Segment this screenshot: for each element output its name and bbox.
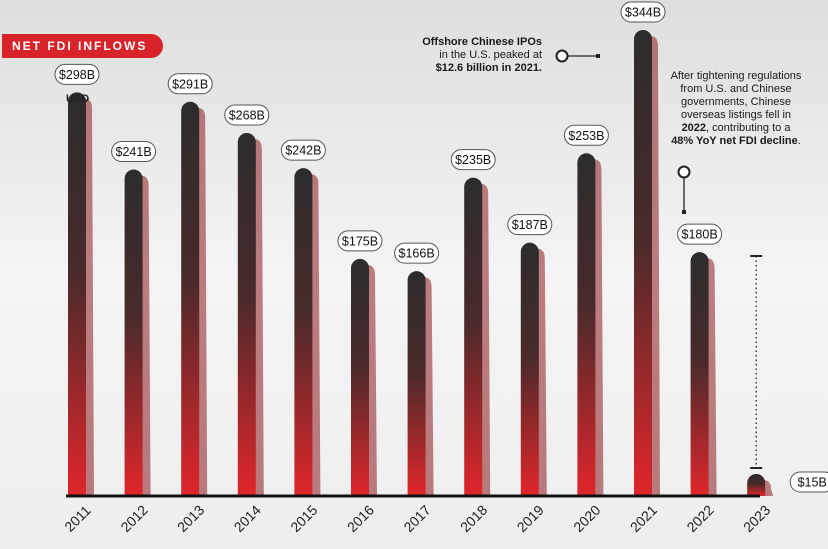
value-label-bg — [450, 149, 496, 171]
value-label-bg — [54, 63, 100, 85]
regulation-pointer-dot — [677, 165, 691, 179]
bar-shadow-2022 — [706, 258, 717, 496]
value-label-bg — [394, 242, 440, 264]
value-label-2014: $268B — [224, 104, 270, 126]
ipo-pointer-dot — [555, 49, 569, 63]
bar-2022 — [690, 252, 709, 496]
bar-shadow-2018 — [480, 183, 491, 496]
value-label-2021: $344B — [620, 1, 666, 23]
value-label-2015: $242B — [280, 139, 326, 161]
bar-2014 — [237, 132, 256, 496]
value-label-2018: $235B — [450, 149, 496, 171]
value-label-bg — [677, 223, 723, 245]
annotation-ipo-line2: in the U.S. peaked at — [439, 49, 542, 61]
chart-tag: NET FDI INFLOWS — [2, 34, 164, 58]
bar-shadow-2013 — [197, 107, 208, 496]
value-label-bg — [280, 139, 326, 161]
bar-shadow-2014 — [253, 138, 264, 496]
value-labels-layer: $298B $241B $291B $268B $242B $175B $166B $235B… — [54, 1, 828, 493]
regulation-pointer-end — [682, 210, 686, 214]
bar-2011 — [68, 92, 86, 496]
value-label-2013: $291B — [167, 73, 213, 95]
value-label-text: $15B — [798, 476, 827, 490]
bar-shadow-2019 — [536, 248, 547, 496]
bar-2017 — [407, 271, 426, 496]
value-label-2019: $187B — [507, 214, 553, 236]
annotation-reg-line3: governments, Chinese — [680, 96, 792, 108]
value-label-text: $298B — [59, 68, 95, 82]
bar-2016 — [351, 258, 369, 496]
value-label-text: $175B — [342, 234, 378, 248]
value-label-bg — [789, 471, 828, 493]
value-label-bg — [563, 124, 609, 146]
annotation-reg-line5-bold: 2022 — [681, 122, 707, 134]
annotation-reg-line4: overseas listings fell in — [680, 109, 792, 121]
bar-2019 — [520, 242, 539, 496]
value-label-text: $242B — [285, 144, 321, 158]
value-label-text: $241B — [116, 145, 152, 159]
value-label-text: $268B — [229, 108, 265, 122]
bar-shadow-2021 — [650, 36, 660, 496]
value-label-text: $253B — [568, 129, 604, 143]
value-label-text: $180B — [682, 228, 718, 242]
annotation-reg-line6-bold: 48% YoY net FDI decline — [671, 135, 798, 147]
value-label-text: $166B — [399, 247, 435, 261]
value-label-text: $235B — [455, 153, 491, 167]
unit-label: USD — [66, 93, 90, 105]
annotation-reg-line5-rest: , contributing to a — [706, 122, 791, 134]
ipo-pointer-end — [596, 54, 600, 58]
value-label-bg — [507, 214, 553, 236]
bar-shadow-2016 — [367, 264, 377, 496]
annotation-ipo-line3: $12.6 billion in 2021. — [435, 62, 542, 74]
annotation-reg-line6-end: . — [797, 135, 801, 147]
bar-shadow-2012 — [140, 175, 151, 497]
value-label-bg — [167, 73, 213, 95]
value-label-text: $344B — [625, 6, 661, 20]
annotation-reg-line2: from U.S. and Chinese — [680, 83, 792, 95]
bar-shadow-2015 — [310, 174, 321, 496]
value-label-2017: $166B — [394, 242, 440, 264]
annotation-markers — [555, 49, 763, 469]
bar-shadow-2020 — [593, 159, 604, 496]
value-label-2012: $241B — [111, 141, 157, 163]
value-label-2020: $253B — [563, 124, 609, 146]
value-label-bg — [620, 1, 666, 23]
value-label-bg — [224, 104, 270, 126]
bar-shadow-2023 — [763, 480, 774, 496]
bars-layer — [68, 30, 774, 497]
bar-2012 — [124, 169, 143, 497]
annotation-regulation: After tightening regulations from U.S. a… — [656, 70, 816, 148]
bar-2013 — [181, 101, 200, 496]
bar-2015 — [294, 168, 313, 496]
value-label-2016: $175B — [337, 230, 383, 252]
value-label-2023: $15B — [789, 471, 828, 493]
value-label-bg — [111, 141, 157, 163]
value-label-text: $187B — [512, 218, 548, 232]
bar-2020 — [577, 153, 596, 496]
bar-shadow-2017 — [423, 277, 434, 496]
annotation-ipo-line1: Offshore Chinese IPOs — [422, 36, 542, 48]
value-label-bg — [337, 230, 383, 252]
annotation-ipo: Offshore Chinese IPOs in the U.S. peaked… — [396, 36, 542, 75]
bar-2021 — [634, 30, 652, 496]
value-label-text: $291B — [172, 77, 208, 91]
bar-shadow-2011 — [84, 98, 94, 496]
bar-2018 — [464, 177, 483, 496]
value-label-2011: $298B — [54, 63, 100, 85]
bar-2023 — [747, 474, 766, 496]
value-label-2022: $180B — [677, 223, 723, 245]
annotation-reg-line1: After tightening regulations — [670, 70, 802, 82]
